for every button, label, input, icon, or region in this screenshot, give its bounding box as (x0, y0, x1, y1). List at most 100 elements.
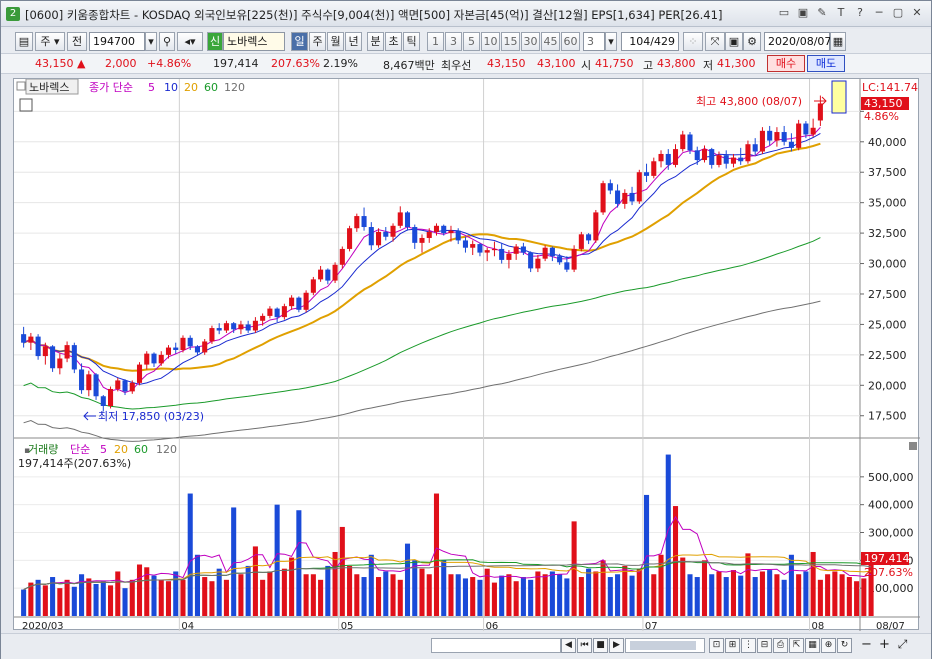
vol-legend-title: 단순 (70, 443, 90, 456)
date-input[interactable]: 2020/08/07 (764, 32, 831, 51)
sell-button[interactable]: 매도 (807, 55, 845, 72)
custom-interval-input[interactable]: 3 (583, 32, 605, 51)
volume-bar (303, 574, 309, 616)
zoom-in-icon[interactable]: + (879, 637, 890, 652)
maximize-button[interactable]: ▢ (892, 6, 904, 19)
close-button[interactable]: ✕ (912, 6, 922, 19)
chart-type-icon[interactable]: ⋮ (741, 638, 756, 653)
candle-body (506, 253, 512, 260)
chart-area[interactable]: 40,000 37,500 35,000 32,500 30,000 27,500 25,0… (13, 78, 920, 631)
calendar-icon[interactable]: ▦ (830, 32, 846, 51)
candle-body (93, 374, 99, 397)
restore-icon[interactable]: ↻ (837, 638, 852, 653)
volume-bar (658, 554, 664, 616)
fullscreen-icon[interactable]: ⤢ (897, 637, 908, 651)
interval-10-button[interactable]: 10 (481, 32, 500, 51)
link-chart-icon[interactable]: ⁘ (683, 32, 703, 51)
candle-body (202, 341, 208, 353)
ma10-line (23, 132, 821, 385)
candle-body (332, 264, 338, 281)
candle-body (600, 183, 606, 213)
zoom-track[interactable] (625, 638, 705, 653)
volume-bar (586, 568, 592, 616)
volume-bar (93, 583, 99, 616)
grid-icon[interactable]: ▦ (805, 638, 820, 653)
period-second-button[interactable]: 초 (385, 32, 402, 51)
candle-body (252, 320, 258, 331)
period-week-button[interactable]: 주 (309, 32, 326, 51)
zoom-fit-icon[interactable]: ⊡ (709, 638, 724, 653)
volume-bar (846, 577, 852, 616)
volume-bar (354, 574, 360, 616)
candle-body (680, 134, 686, 150)
volume-bar (296, 510, 302, 616)
period-day-button[interactable]: 일 (291, 32, 308, 51)
scroll-track[interactable] (431, 638, 561, 653)
volume-bar (419, 568, 425, 616)
scroll-right-icon[interactable]: ▶ (609, 638, 624, 653)
candle-body (455, 230, 461, 241)
candle-body (528, 252, 534, 269)
chart-menu-icon[interactable]: ▤ (15, 32, 33, 51)
buy-button[interactable]: 매수 (767, 55, 805, 72)
custom-interval-dropdown-icon[interactable]: ▾ (605, 32, 617, 51)
sound-icon[interactable]: ◂▾ (177, 32, 203, 51)
price-tick-label: 27,500 (868, 288, 907, 301)
interval-5-button[interactable]: 5 (463, 32, 480, 51)
candle-body (151, 353, 157, 364)
scroll-first-icon[interactable]: ⏮ (577, 638, 592, 653)
minimize-button[interactable]: ─ (875, 6, 883, 19)
price-tick-label: 35,000 (868, 197, 907, 210)
code-dropdown-icon[interactable]: ▾ (145, 32, 157, 51)
interval-1-button[interactable]: 1 (427, 32, 444, 51)
candle-body (491, 248, 497, 251)
up-arrow-icon: ▲ (77, 57, 86, 70)
save-icon[interactable]: ▣ (725, 32, 743, 51)
interval-60-button[interactable]: 60 (561, 32, 580, 51)
period-select[interactable]: 주 ▾ (35, 32, 65, 51)
pin-icon[interactable]: ✎ (817, 6, 827, 19)
volume-bar (368, 554, 374, 616)
layout-icon[interactable]: ▭ (778, 6, 790, 19)
price-volume-chart[interactable]: 40,000 37,500 35,000 32,500 30,000 27,500 25,0… (14, 79, 920, 631)
interval-15-button[interactable]: 15 (501, 32, 520, 51)
link-icon[interactable]: ▣ (797, 6, 809, 19)
stop-icon[interactable]: ■ (593, 638, 608, 653)
zoom-region-icon[interactable]: ⊞ (725, 638, 740, 653)
stock-name-field[interactable]: 노바렉스 (223, 32, 285, 51)
interval-3-button[interactable]: 3 (445, 32, 462, 51)
x-tick-label: 04 (181, 621, 194, 631)
stock-code-input[interactable]: 194700 (89, 32, 145, 51)
export-icon[interactable]: ⇱ (789, 638, 804, 653)
interval-45-button[interactable]: 45 (541, 32, 560, 51)
zoom-out-icon[interactable]: − (861, 637, 872, 652)
compare-icon[interactable]: ⊟ (757, 638, 772, 653)
search-icon[interactable]: ⚲ (159, 32, 175, 51)
chart-navigation-bar: ◀ ⏮ ■ ▶ ⊡ ⊞ ⋮ ⊟ ⎙ ⇱ ▦ ⊕ ↻ − + ⤢ (1, 633, 931, 659)
page-counter[interactable]: 104/429 (621, 32, 679, 51)
x-tick-label: 06 (486, 621, 499, 631)
candle-body (419, 237, 425, 243)
prev-button[interactable]: 전 (67, 32, 87, 51)
ma-legend-5: 5 (148, 81, 155, 94)
zoom-thumb[interactable] (630, 641, 696, 650)
candle-body (803, 123, 809, 135)
vol-legend-120: 120 (156, 443, 177, 456)
period-tick-button[interactable]: 틱 (403, 32, 420, 51)
text-icon[interactable]: T (837, 6, 845, 19)
scroll-left-icon[interactable]: ◀ (561, 638, 576, 653)
period-year-button[interactable]: 년 (345, 32, 362, 51)
help-icon[interactable]: ? (857, 6, 863, 19)
candle-body (607, 183, 613, 191)
cross-tool-icon[interactable]: ⤧ (705, 32, 725, 51)
period-month-button[interactable]: 월 (327, 32, 344, 51)
indicator-icon[interactable]: ⊕ (821, 638, 836, 653)
volume-bar (506, 574, 512, 616)
interval-30-button[interactable]: 30 (521, 32, 540, 51)
print-icon[interactable]: ⎙ (773, 638, 788, 653)
volume-tick-label: 300,000 (868, 527, 914, 540)
candle-body (35, 336, 41, 357)
price-panel-bg (14, 79, 860, 437)
settings-gear-icon[interactable]: ⚙ (743, 32, 761, 51)
period-minute-button[interactable]: 분 (367, 32, 384, 51)
